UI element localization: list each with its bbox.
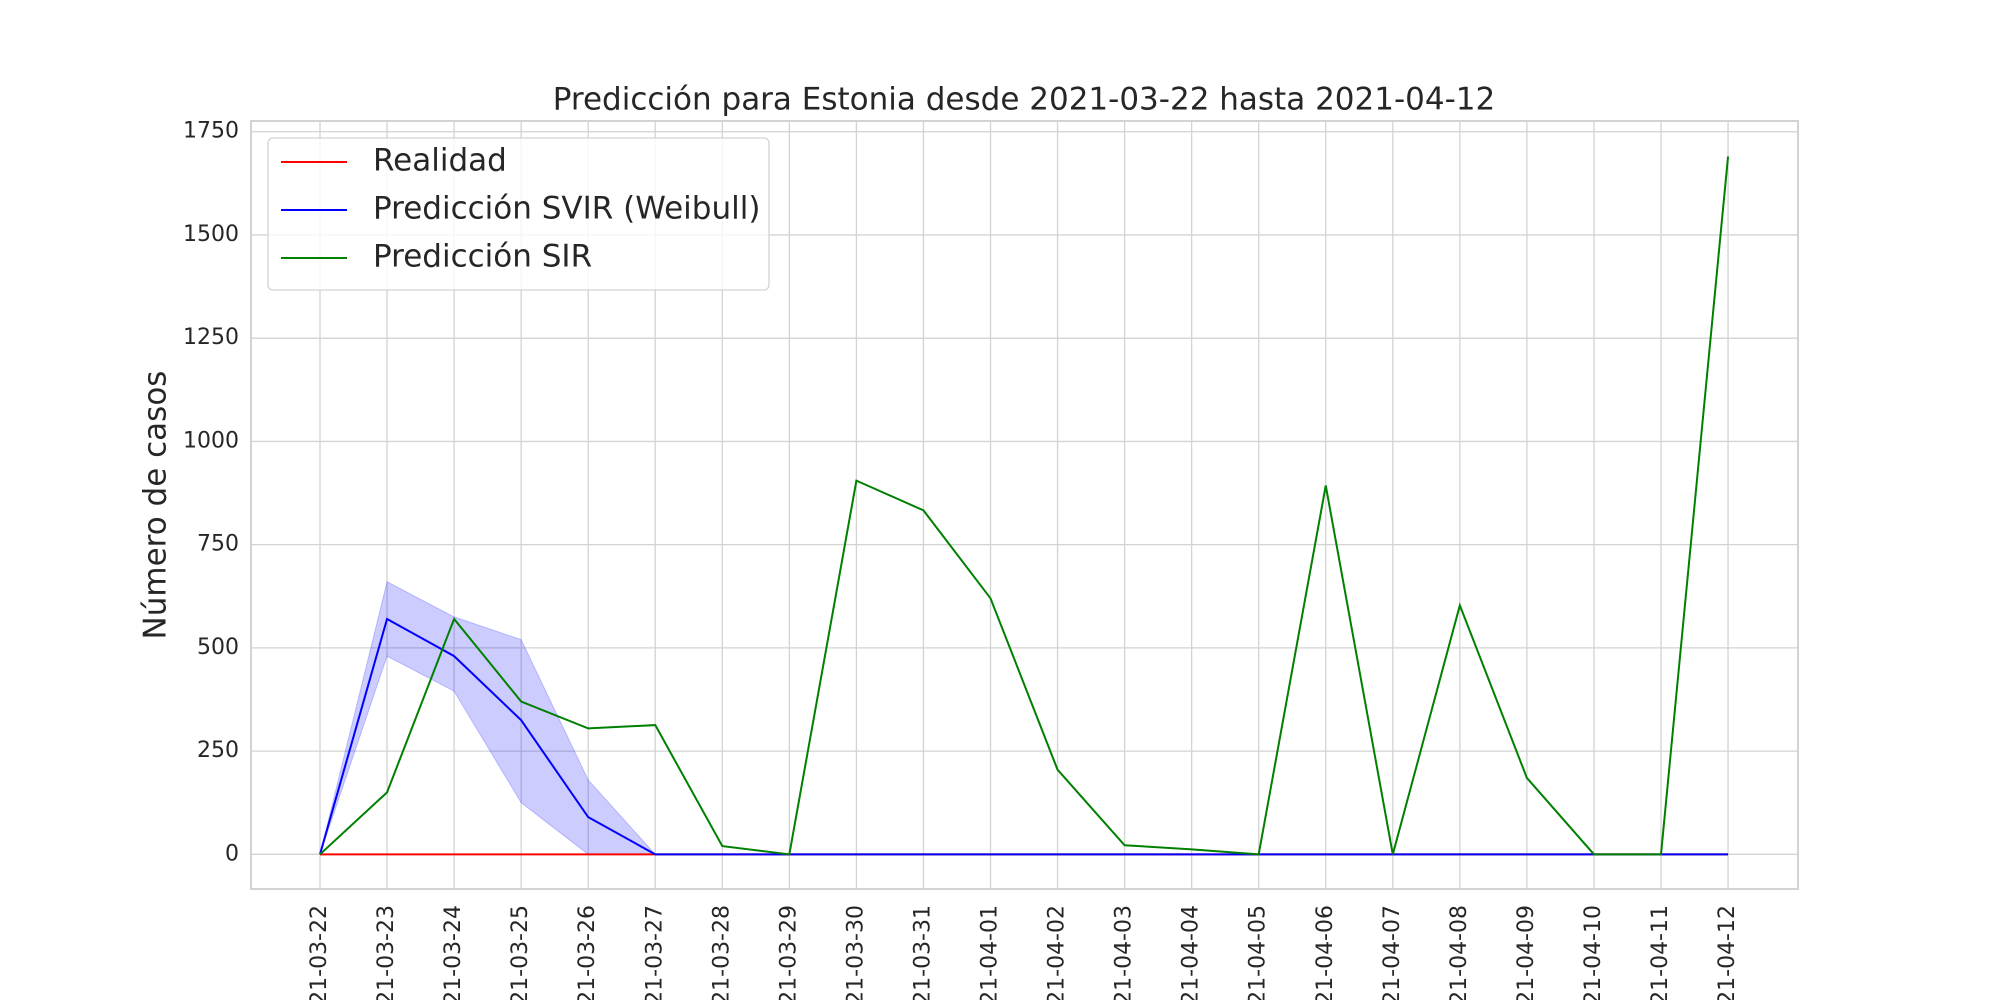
y-tick-label: 750 [197,532,239,557]
x-tick-label: 2021-04-01 [978,905,1003,1000]
series-line [319,156,1730,856]
y-tick-label: 0 [225,841,239,866]
x-tick-label: 2021-04-10 [1581,905,1606,1000]
y-tick-label: 1750 [183,119,239,144]
x-tick-label: 2021-04-04 [1179,905,1204,1000]
x-tick-label: 2021-04-05 [1246,905,1271,1000]
x-tick-label: 2021-03-29 [776,905,801,1000]
x-tick-label: 2021-04-06 [1313,905,1338,1000]
confidence-band [319,581,1729,855]
x-tick-label: 2021-04-03 [1112,905,1137,1000]
y-tick-label: 1250 [183,325,239,350]
series-line [319,617,1729,856]
legend-label: Predicción SIR [373,239,592,275]
x-tick-label: 2021-04-02 [1045,905,1070,1000]
legend: Realidad Predicción SVIR (Weibull) Predicc… [267,137,770,291]
x-tick-label: 2021-03-25 [508,905,533,1000]
x-tick-label: 2021-04-08 [1447,905,1472,1000]
legend-box [267,137,770,291]
x-tick-label: 2021-03-27 [642,905,667,1000]
plot-frame [250,120,1799,890]
x-tick-label: 2021-04-07 [1380,905,1405,1000]
x-tick-label: 2021-03-30 [843,905,868,1000]
x-tick-label: 2021-03-28 [709,905,734,1000]
y-tick-label: 250 [197,738,239,763]
x-tick-label: 2021-03-23 [374,905,399,1000]
legend-label: Predicción SVIR (Weibull) [373,191,760,227]
x-tick-label: 2021-04-12 [1715,905,1740,1000]
y-tick-label: 1000 [183,428,239,453]
x-tick-label: 2021-03-26 [575,905,600,1000]
chart-title: Predicción para Estonia desde 2021-03-22… [553,82,1495,118]
x-tick-label: 2021-04-11 [1648,905,1673,1000]
y-tick-label: 1500 [183,222,239,247]
x-tick-label: 2021-03-31 [910,905,935,1000]
x-tick-label: 2021-03-24 [441,905,466,1000]
x-tick-label: 2021-04-09 [1514,905,1539,1000]
y-tick-label: 500 [197,635,239,660]
x-tick-label: 2021-03-22 [307,905,332,1000]
legend-label: Realidad [373,143,507,179]
y-axis-label: Número de casos [138,371,174,640]
